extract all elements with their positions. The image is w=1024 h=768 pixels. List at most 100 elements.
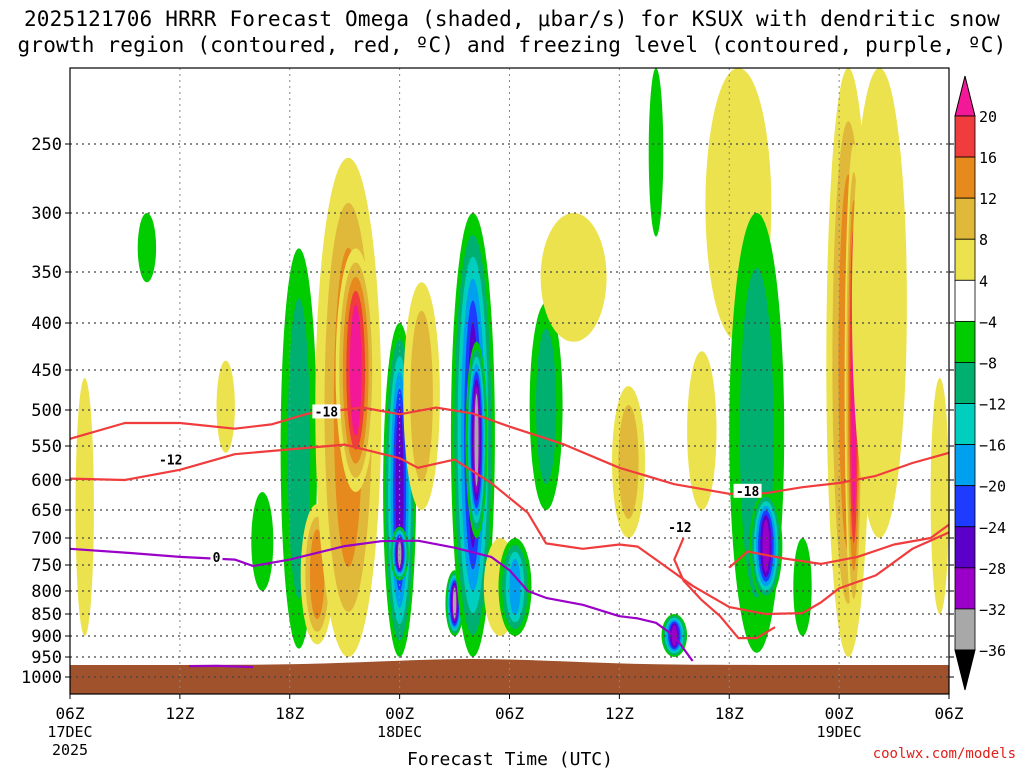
- omega-blob: [403, 282, 440, 510]
- contour-label: -12: [159, 454, 182, 469]
- omega-blob: [251, 492, 274, 591]
- omega-band: [509, 558, 521, 616]
- colorbar-segment: [954, 238, 976, 281]
- colorbar-segment: [954, 567, 976, 610]
- x-tick-label: 12Z: [605, 704, 634, 723]
- colorbar-label: −32: [979, 601, 1006, 619]
- omega-band: [536, 328, 557, 485]
- omega-band: [474, 393, 479, 487]
- colorbar-label: −36: [979, 642, 1006, 660]
- x-tick-label: 12Z: [165, 704, 194, 723]
- colorbar-label: −20: [979, 478, 1006, 496]
- omega-blob: [465, 341, 488, 538]
- omega-band: [410, 310, 433, 482]
- colorbar-label: 20: [979, 108, 997, 126]
- omega-band: [618, 405, 639, 519]
- colorbar-label: −12: [979, 396, 1006, 414]
- contour-path: [673, 537, 776, 640]
- colorbar-segment: [954, 608, 976, 651]
- y-tick-label: 650: [31, 501, 62, 521]
- contour-line: [188, 664, 254, 669]
- omega-band: [397, 541, 402, 567]
- x-tick-label: 06Z: [56, 704, 85, 723]
- omega-blob: [498, 538, 532, 636]
- grid-layer: [70, 68, 949, 694]
- colorbar-label: 4: [979, 272, 988, 290]
- colorbar-segment: [954, 444, 976, 487]
- colorbar-label: −8: [979, 354, 997, 372]
- colorbar-segment: [954, 320, 976, 363]
- contour-path: [728, 523, 949, 569]
- omega-band: [648, 68, 664, 237]
- y-tick-label: 950: [31, 648, 62, 668]
- omega-band: [540, 213, 607, 342]
- contour-line: [673, 537, 776, 640]
- y-tick-label: 500: [31, 401, 62, 421]
- omega-blob: [749, 491, 783, 601]
- colorbar-label: −28: [979, 560, 1006, 578]
- omega-band: [251, 492, 274, 591]
- omega-blob: [216, 360, 235, 453]
- omega-blob: [687, 351, 717, 510]
- y-tick-label: 250: [31, 135, 62, 155]
- omega-blob: [612, 386, 645, 538]
- x-tick-label: 18Z: [275, 704, 304, 723]
- omega-blob: [793, 538, 812, 636]
- colorbar: 20 16 12 8 4 −4 −8 −12 −16 −20 −24 −28 −32 −36: [954, 75, 1006, 691]
- y-tick-label: 850: [31, 605, 62, 625]
- colorbar-label: 16: [979, 149, 997, 167]
- omega-band: [452, 587, 457, 619]
- omega-blob: [540, 213, 607, 342]
- omega-band: [793, 538, 812, 636]
- colorbar-label: 12: [979, 190, 997, 208]
- y-tick-label: 1000: [21, 668, 62, 688]
- colorbar-segment: [954, 279, 976, 322]
- contour-path: [70, 406, 949, 495]
- contour-label-bg: [665, 519, 694, 534]
- x-tick-label: 00Z: [825, 704, 854, 723]
- colorbar-bottom-arrow: [954, 649, 976, 691]
- contour-line: -18 -18: [70, 404, 949, 500]
- colorbar-label: 8: [979, 231, 988, 249]
- omega-band: [762, 519, 770, 573]
- x-tick-year: 2025: [52, 741, 88, 759]
- x-tick-label: 00Z: [385, 704, 414, 723]
- contour-line: [728, 523, 949, 569]
- omega-blob: [648, 68, 664, 237]
- omega-band: [75, 378, 94, 636]
- colorbar-segment: [954, 485, 976, 528]
- contour-label-bg: [733, 483, 762, 498]
- omega-band: [137, 213, 157, 283]
- y-tick-label: 600: [31, 471, 62, 491]
- omega-band: [930, 378, 949, 614]
- omega-blob: [930, 378, 949, 614]
- contour-line: 0: [70, 539, 694, 662]
- colorbar-label: −24: [979, 519, 1006, 537]
- x-tick-date: 17DEC: [47, 723, 92, 741]
- title-line-1: 2025121706 HRRR Forecast Omega (shaded, …: [23, 7, 1001, 31]
- credit-text: coolwx.com/models: [872, 746, 1016, 762]
- omega-blob: [851, 68, 907, 538]
- y-tick-label: 400: [31, 314, 62, 334]
- contour-label: 0: [213, 551, 221, 566]
- colorbar-label: −16: [979, 437, 1006, 455]
- omega-band: [216, 360, 235, 453]
- y-tick-label: 350: [31, 263, 62, 283]
- contour-layer: -18 -18 -12 -12 0: [70, 404, 949, 669]
- y-tick-label: 700: [31, 529, 62, 549]
- x-tick-label: 06Z: [495, 704, 524, 723]
- colorbar-segment: [954, 362, 976, 404]
- y-tick-label: 300: [31, 204, 62, 224]
- x-tick-date: 18DEC: [377, 723, 422, 741]
- colorbar-segment: [954, 403, 976, 446]
- contour-path: [70, 539, 694, 662]
- omega-band: [687, 351, 717, 510]
- chart-title: 2025121706 HRRR Forecast Omega (shaded, …: [0, 6, 1024, 58]
- omega-blob: [335, 248, 376, 492]
- colorbar-label: −4: [979, 313, 997, 331]
- y-tick-label: 550: [31, 437, 62, 457]
- omega-band: [349, 304, 362, 436]
- y-tick-label: 750: [31, 556, 62, 576]
- contour-path: [188, 664, 254, 669]
- x-tick-date: 19DEC: [817, 723, 862, 741]
